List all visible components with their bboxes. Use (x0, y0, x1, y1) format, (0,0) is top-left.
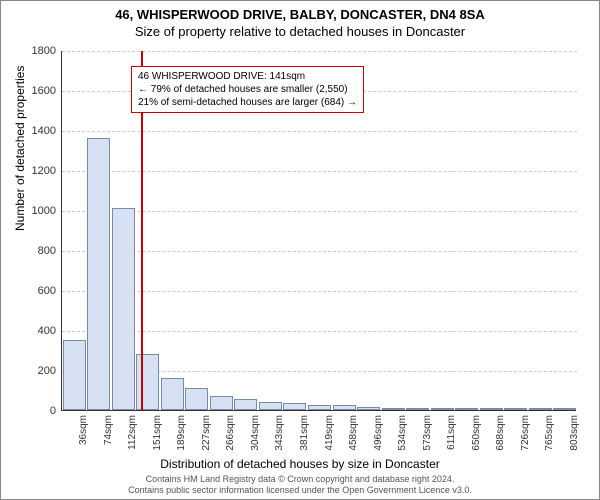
bar (553, 408, 576, 410)
gridline (62, 291, 577, 292)
ytick-label: 0 (16, 405, 56, 417)
ytick-label: 200 (16, 365, 56, 377)
bar (333, 405, 356, 410)
bar (406, 408, 429, 410)
bar (357, 407, 380, 410)
xtick-label: 458sqm (348, 415, 359, 451)
bar (259, 402, 282, 410)
xtick-label: 266sqm (225, 415, 236, 451)
xtick-label: 227sqm (201, 415, 212, 451)
gridline (62, 171, 577, 172)
bar (308, 405, 331, 410)
bar (210, 396, 233, 410)
gridline (62, 51, 577, 52)
gridline (62, 251, 577, 252)
bar (87, 138, 110, 410)
gridline (62, 131, 577, 132)
chart-container: 46, WHISPERWOOD DRIVE, BALBY, DONCASTER,… (0, 0, 600, 500)
xtick-label: 573sqm (422, 415, 433, 451)
gridline (62, 211, 577, 212)
ytick-label: 1600 (16, 85, 56, 97)
ytick-label: 600 (16, 285, 56, 297)
xtick-label: 611sqm (446, 415, 457, 450)
footer-line2: Contains public sector information licen… (1, 485, 599, 496)
xtick-label: 534sqm (397, 415, 408, 451)
ytick-label: 1200 (16, 165, 56, 177)
bar (455, 408, 478, 410)
bar (161, 378, 184, 410)
xtick-label: 688sqm (495, 415, 506, 451)
footer: Contains HM Land Registry data © Crown c… (1, 474, 599, 496)
chart-area: 02004006008001000120014001600180036sqm74… (61, 51, 576, 411)
bar (529, 408, 552, 410)
xtick-label: 151sqm (152, 415, 163, 451)
title-main: 46, WHISPERWOOD DRIVE, BALBY, DONCASTER,… (1, 7, 599, 22)
xtick-label: 189sqm (176, 415, 187, 451)
xtick-label: 112sqm (127, 415, 138, 450)
x-axis-label: Distribution of detached houses by size … (1, 457, 599, 471)
gridline (62, 331, 577, 332)
xtick-label: 381sqm (299, 415, 310, 451)
bar (431, 408, 454, 410)
ytick-label: 800 (16, 245, 56, 257)
annotation-line1: 46 WHISPERWOOD DRIVE: 141sqm (138, 70, 357, 83)
bar (185, 388, 208, 410)
bar (63, 340, 86, 410)
title-sub: Size of property relative to detached ho… (1, 24, 599, 39)
bar (382, 408, 405, 410)
xtick-label: 803sqm (569, 415, 580, 451)
xtick-label: 496sqm (373, 415, 384, 451)
xtick-label: 36sqm (78, 415, 89, 445)
xtick-label: 726sqm (520, 415, 531, 451)
ytick-label: 400 (16, 325, 56, 337)
ytick-label: 1400 (16, 125, 56, 137)
annotation-line2: ← 79% of detached houses are smaller (2,… (138, 83, 357, 96)
ytick-label: 1800 (16, 45, 56, 57)
bar (112, 208, 135, 410)
bar (504, 408, 527, 410)
bar (283, 403, 306, 410)
annotation-line3: 21% of semi-detached houses are larger (… (138, 96, 357, 109)
footer-line1: Contains HM Land Registry data © Crown c… (1, 474, 599, 485)
xtick-label: 304sqm (250, 415, 261, 451)
bar (234, 399, 257, 410)
xtick-label: 765sqm (544, 415, 555, 451)
bar (480, 408, 503, 410)
bar (136, 354, 159, 410)
ytick-label: 1000 (16, 205, 56, 217)
xtick-label: 419sqm (324, 415, 335, 451)
xtick-label: 650sqm (471, 415, 482, 451)
xtick-label: 343sqm (274, 415, 285, 451)
annotation-box: 46 WHISPERWOOD DRIVE: 141sqm ← 79% of de… (131, 66, 364, 113)
xtick-label: 74sqm (103, 415, 114, 445)
